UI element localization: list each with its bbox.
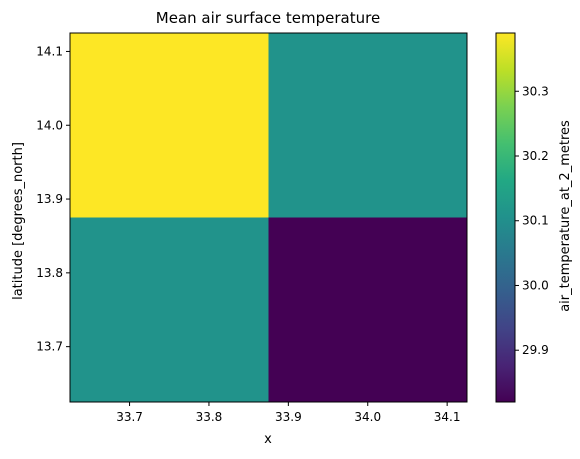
x-axis-label: x: [264, 432, 272, 447]
y-tick-label: 14.0: [36, 118, 63, 132]
y-tick-label: 13.7: [36, 340, 63, 354]
x-tick-label: 33.8: [196, 410, 223, 424]
colorbar-tick-label: 30.2: [522, 149, 549, 163]
heatmap-cell: [70, 217, 269, 402]
y-axis: 13.7 13.8 13.9 14.0 14.1: [36, 44, 70, 354]
colorbar-tick-label: 29.9: [522, 343, 549, 357]
y-tick-label: 13.8: [36, 266, 63, 280]
chart-title: Mean air surface temperature: [156, 9, 380, 27]
x-tick-label: 33.7: [116, 410, 143, 424]
y-tick-label: 14.1: [36, 44, 63, 58]
plot-frame: [69, 32, 468, 403]
colorbar-tick-label: 30.0: [522, 278, 549, 292]
y-tick-label: 13.9: [36, 192, 63, 206]
colorbar-tick-label: 30.1: [522, 214, 549, 228]
colorbar-tick-label: 30.3: [522, 84, 549, 98]
colorbar: [495, 32, 516, 403]
x-tick-label: 34.0: [354, 410, 381, 424]
colorbar-axis: 29.9 30.0 30.1 30.2 30.3: [515, 84, 549, 357]
heatmap-cells: [70, 33, 467, 402]
x-axis: 33.7 33.8 33.9 34.0 34.1: [116, 402, 461, 424]
heatmap-cell: [70, 33, 269, 218]
heatmap-cell: [268, 33, 467, 218]
x-tick-label: 34.1: [434, 410, 461, 424]
heatmap-cell: [268, 217, 467, 402]
colorbar-label: air_temperature_at_2_metres: [558, 120, 573, 312]
x-tick-label: 33.9: [275, 410, 302, 424]
y-axis-label: latitude [degrees_north]: [11, 142, 26, 300]
